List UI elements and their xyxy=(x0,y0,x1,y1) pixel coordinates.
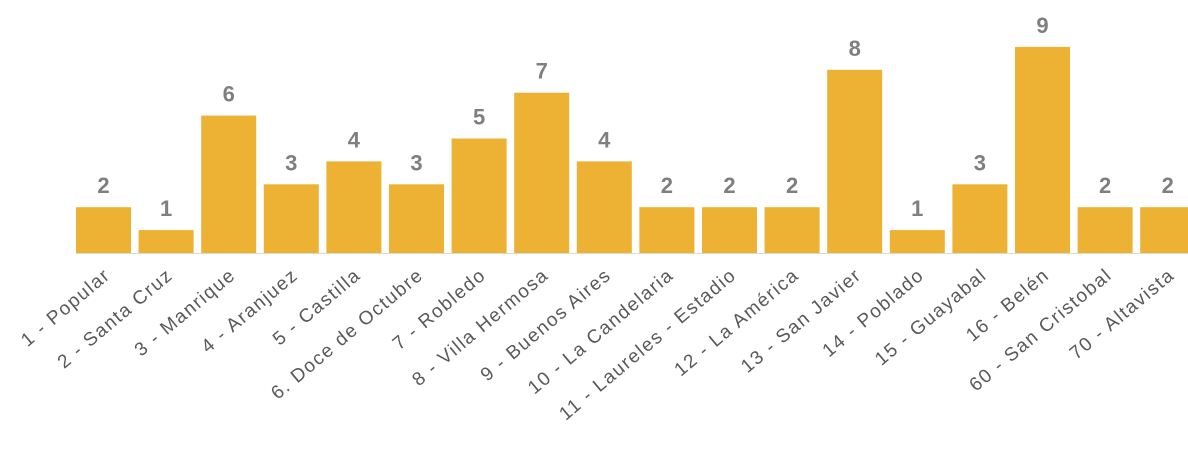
bar xyxy=(1015,46,1070,254)
bar-value-label: 2 xyxy=(97,173,109,198)
bar xyxy=(389,184,444,253)
bar-value-label: 2 xyxy=(786,173,798,198)
bar xyxy=(138,230,194,253)
bar-value-label: 7 xyxy=(536,59,548,84)
bars-group xyxy=(76,46,1188,254)
bar-value-label: 2 xyxy=(1162,173,1174,198)
bar xyxy=(576,161,632,253)
bar xyxy=(827,69,883,253)
bar-value-label: 1 xyxy=(160,196,172,221)
bar xyxy=(76,207,131,253)
bar-value-label: 3 xyxy=(974,150,986,175)
bar xyxy=(1077,207,1133,253)
bar xyxy=(889,230,945,253)
bar xyxy=(639,207,695,253)
bar xyxy=(764,207,820,253)
bar-value-label: 2 xyxy=(723,173,735,198)
bar-value-label: 5 xyxy=(473,105,485,130)
bar xyxy=(201,115,257,253)
bar-value-label: 3 xyxy=(285,150,297,175)
category-label: 2 - Santa Cruz xyxy=(54,265,177,373)
category-label: 70 - Altavista xyxy=(1066,265,1179,365)
bar xyxy=(702,207,757,253)
bar xyxy=(1140,207,1188,253)
bar-value-label: 9 xyxy=(1036,13,1048,38)
category-label: 15 - Guayabal xyxy=(871,265,991,370)
bar-value-label: 4 xyxy=(348,127,361,152)
bar xyxy=(514,92,570,253)
bar-value-label: 6 xyxy=(223,82,235,107)
bar-value-label: 2 xyxy=(661,173,673,198)
value-labels-group: 2 1 6 3 4 3 5 7 4 2 2 2 8 1 3 9 2 2 xyxy=(97,13,1173,221)
bar-value-label: 8 xyxy=(849,36,861,61)
bar xyxy=(263,184,319,253)
bar xyxy=(326,161,382,253)
bar-value-label: 4 xyxy=(598,127,611,152)
bar xyxy=(451,138,507,253)
bar-value-label: 1 xyxy=(911,196,923,221)
bar-value-label: 2 xyxy=(1099,173,1111,198)
bar-value-label: 3 xyxy=(410,150,422,175)
bar xyxy=(952,184,1008,253)
